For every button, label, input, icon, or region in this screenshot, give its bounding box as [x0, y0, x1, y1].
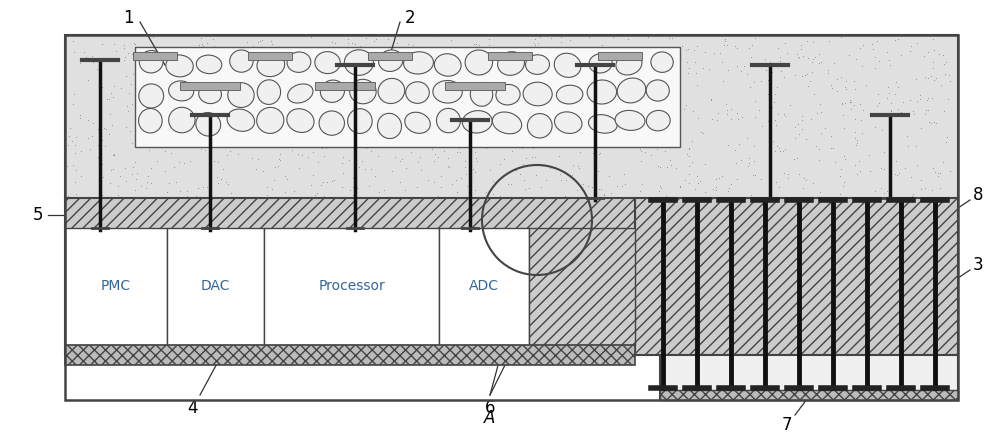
Ellipse shape [348, 109, 372, 134]
Ellipse shape [527, 113, 552, 138]
Bar [445, 82, 505, 90]
Ellipse shape [227, 109, 255, 131]
Bar [135, 47, 680, 147]
Ellipse shape [350, 79, 376, 104]
Ellipse shape [319, 111, 344, 135]
Ellipse shape [589, 54, 612, 73]
Ellipse shape [199, 85, 221, 103]
Bar [315, 82, 375, 90]
Ellipse shape [139, 50, 163, 73]
Ellipse shape [230, 50, 253, 72]
Bar [65, 198, 635, 230]
Ellipse shape [492, 112, 522, 134]
Ellipse shape [646, 110, 670, 131]
Text: 2: 2 [405, 9, 415, 27]
Text: DAC: DAC [201, 279, 230, 293]
Ellipse shape [169, 107, 195, 133]
Bar [65, 35, 958, 400]
Text: 7: 7 [782, 416, 792, 434]
Ellipse shape [287, 52, 311, 72]
Ellipse shape [616, 53, 642, 75]
Bar [133, 52, 177, 60]
Text: 1: 1 [123, 9, 133, 27]
Bar [529, 228, 635, 345]
Ellipse shape [378, 78, 405, 103]
Bar [65, 35, 958, 200]
Ellipse shape [257, 107, 284, 134]
Bar [248, 52, 292, 60]
Text: Processor: Processor [318, 279, 385, 293]
Ellipse shape [257, 80, 281, 104]
Ellipse shape [379, 50, 403, 71]
Bar [180, 82, 240, 90]
Ellipse shape [588, 115, 617, 133]
Ellipse shape [646, 80, 669, 101]
Ellipse shape [651, 52, 673, 72]
Bar [598, 52, 642, 60]
Ellipse shape [257, 53, 285, 77]
Ellipse shape [615, 110, 645, 131]
Ellipse shape [406, 82, 429, 103]
Ellipse shape [196, 113, 221, 136]
Ellipse shape [470, 83, 493, 106]
Ellipse shape [320, 80, 345, 102]
Bar [368, 52, 412, 60]
Ellipse shape [434, 54, 461, 76]
Ellipse shape [555, 112, 582, 134]
Bar [65, 345, 635, 365]
Ellipse shape [404, 52, 433, 74]
Ellipse shape [617, 78, 646, 103]
Ellipse shape [139, 109, 162, 133]
Ellipse shape [498, 52, 524, 75]
Ellipse shape [554, 53, 581, 78]
Ellipse shape [496, 85, 520, 105]
Ellipse shape [587, 80, 617, 104]
Ellipse shape [465, 50, 493, 75]
Ellipse shape [344, 50, 373, 75]
Ellipse shape [139, 84, 164, 108]
Ellipse shape [228, 83, 254, 107]
Bar [660, 390, 958, 400]
Ellipse shape [287, 109, 314, 132]
Text: A: A [484, 409, 496, 427]
Ellipse shape [556, 85, 583, 104]
Text: 6: 6 [485, 399, 495, 417]
Text: 4: 4 [187, 399, 197, 417]
Ellipse shape [526, 55, 549, 74]
Ellipse shape [436, 108, 460, 133]
Text: ADC: ADC [469, 279, 499, 293]
Ellipse shape [433, 81, 462, 103]
Bar [65, 228, 635, 355]
Bar [488, 52, 532, 60]
Ellipse shape [169, 81, 194, 101]
Ellipse shape [288, 84, 313, 103]
Text: PMC: PMC [101, 279, 131, 293]
Bar [264, 228, 439, 345]
Ellipse shape [196, 55, 222, 74]
Ellipse shape [377, 113, 402, 138]
Bar [635, 198, 958, 355]
Bar [660, 355, 958, 400]
Ellipse shape [462, 111, 492, 133]
Ellipse shape [315, 52, 340, 74]
Bar [439, 228, 529, 345]
Ellipse shape [166, 55, 193, 77]
Bar [65, 228, 167, 345]
Bar [167, 228, 264, 345]
Text: 3: 3 [973, 256, 983, 274]
Ellipse shape [405, 112, 430, 133]
Text: 8: 8 [973, 186, 983, 204]
Ellipse shape [523, 82, 552, 106]
Text: 5: 5 [33, 206, 43, 224]
